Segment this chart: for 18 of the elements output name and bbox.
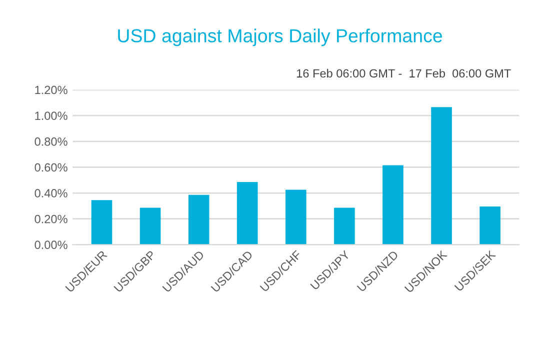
bar: [91, 200, 112, 245]
y-tick-label: 1.00%: [35, 112, 68, 120]
y-tick-label: 0.80%: [34, 137, 68, 146]
bar: [286, 190, 306, 245]
y-tick-label: 0.20%: [34, 214, 68, 224]
y-tick-label: 1.20%: [35, 86, 68, 94]
chart-subtitle: 16 Feb 06:00 GMT - 17 Feb 06:00 GMT: [297, 68, 511, 78]
chart-title: USD against Majors Daily Performance: [118, 28, 442, 46]
y-tick-label: 0.40%: [34, 189, 68, 198]
bar: [431, 107, 452, 245]
bar: [382, 165, 404, 245]
bar: [334, 208, 355, 245]
bar: [236, 182, 258, 245]
y-tick-label: 0.00%: [34, 240, 68, 250]
y-tick-label: 0.60%: [34, 163, 68, 172]
bar: [188, 194, 210, 245]
bar: [480, 206, 500, 245]
bar: [140, 208, 161, 245]
